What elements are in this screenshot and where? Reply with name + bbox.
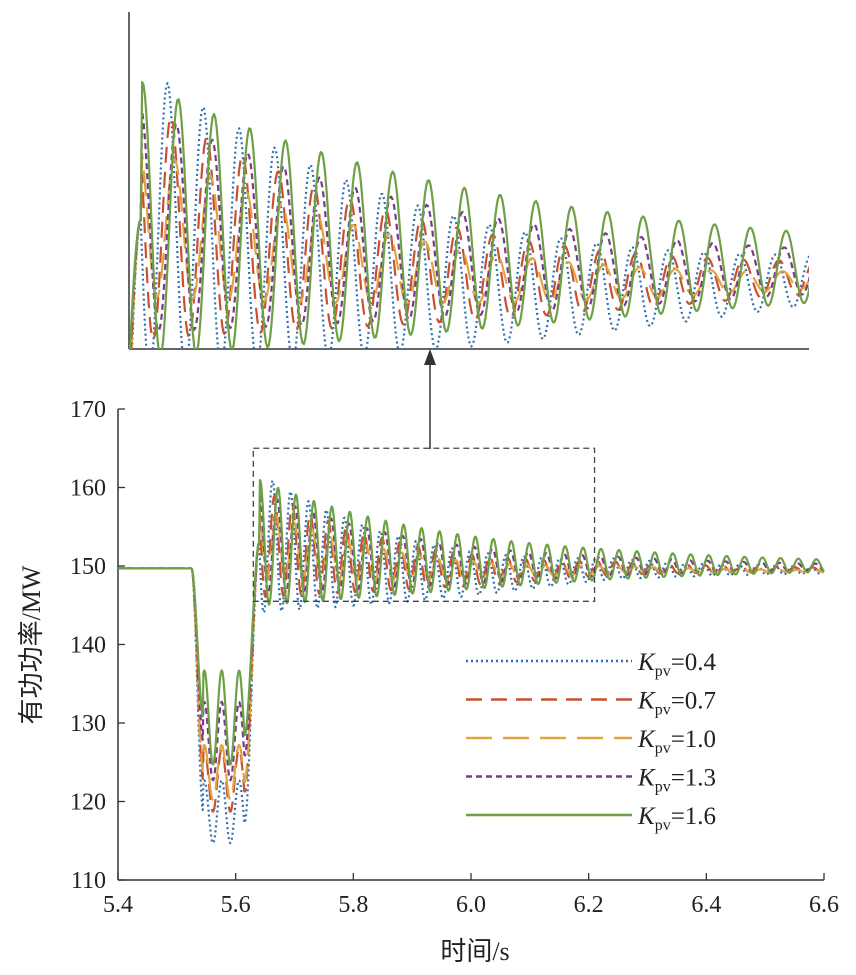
legend-label: Kpv=0.7 <box>637 688 716 719</box>
y-tick-label: 130 <box>70 711 106 737</box>
series-line-5 <box>118 479 825 766</box>
x-tick-label: 6.6 <box>809 892 839 918</box>
y-tick-label: 110 <box>71 868 106 894</box>
inset-series-line-1 <box>130 82 809 349</box>
legend-label: Kpv=1.6 <box>637 803 716 834</box>
legend-label: Kpv=1.0 <box>637 726 716 757</box>
main-plot: 5.4 5.6 5.8 6.0 6.2 6.4 6.6 110 120 130 140 150 160 1… <box>70 397 839 918</box>
inset-series-line-2 <box>130 116 809 349</box>
x-tick-label: 5.8 <box>338 892 368 918</box>
legend-label: Kpv=0.4 <box>637 649 717 680</box>
y-tick-label: 160 <box>70 476 106 502</box>
y-axis-label: 有功功率/MW <box>17 565 46 724</box>
series-line-2 <box>118 495 825 813</box>
zoom-region-box <box>252 447 596 602</box>
x-axis-label: 时间/s <box>440 937 509 966</box>
inset-series-line-4 <box>129 110 809 349</box>
inset-series-line-3 <box>130 153 809 349</box>
y-tick-label: 120 <box>70 790 106 816</box>
x-tick-label: 5.6 <box>221 892 251 918</box>
y-tick-label: 170 <box>70 397 106 423</box>
inset-series-line-5 <box>129 81 809 349</box>
x-tick-label: 6.2 <box>574 892 604 918</box>
legend-label: Kpv=1.3 <box>637 765 716 796</box>
zoom-inset-panel <box>128 12 809 350</box>
y-tick-label: 140 <box>70 633 106 659</box>
y-tick-label: 150 <box>70 554 106 580</box>
x-tick-label: 6.0 <box>456 892 486 918</box>
x-tick-label: 6.4 <box>691 892 721 918</box>
x-tick-label: 5.4 <box>103 892 133 918</box>
zoom-connector-arrow <box>424 349 436 449</box>
legend: Kpv=0.4 Kpv=0.7 Kpv=1.0 Kpv=1.3 Kpv=1.6 <box>466 649 717 834</box>
